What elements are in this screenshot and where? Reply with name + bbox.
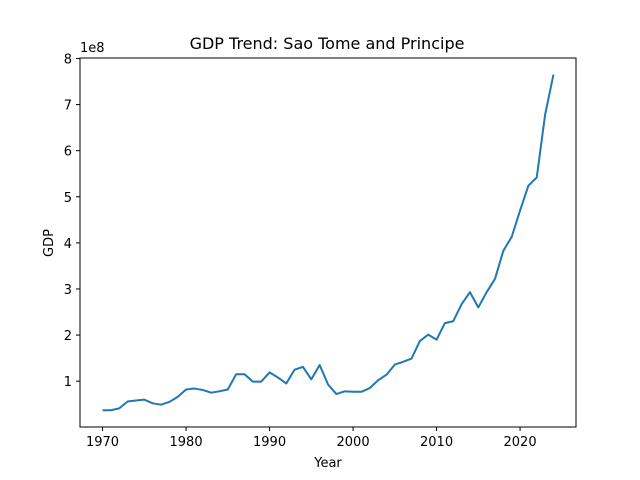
- x-tick-label: 1990: [253, 435, 286, 450]
- x-tick-label: 2000: [337, 435, 370, 450]
- y-axis-label: GDP: [42, 229, 57, 257]
- y-tick-label: 8: [64, 52, 72, 67]
- data-line: [102, 74, 555, 412]
- y-tick-label: 7: [64, 99, 72, 114]
- y-tick-label: 2: [64, 329, 72, 344]
- x-axis-label: Year: [313, 456, 342, 471]
- y-tick-label: 1: [64, 375, 72, 390]
- x-tick-label: 2020: [504, 435, 537, 450]
- y-tick-label: 4: [64, 237, 72, 252]
- chart-title: GDP Trend: Sao Tome and Principe: [190, 34, 465, 53]
- y-offset-label: 1e8: [80, 41, 105, 56]
- x-tick-label: 2010: [420, 435, 453, 450]
- y-tick-label: 3: [64, 283, 72, 298]
- x-tick-label: 1980: [170, 435, 203, 450]
- y-tick-label: 5: [64, 191, 72, 206]
- y-tick-label: 6: [64, 145, 72, 160]
- x-tick-label: 1970: [86, 435, 119, 450]
- plot-frame: [79, 57, 577, 428]
